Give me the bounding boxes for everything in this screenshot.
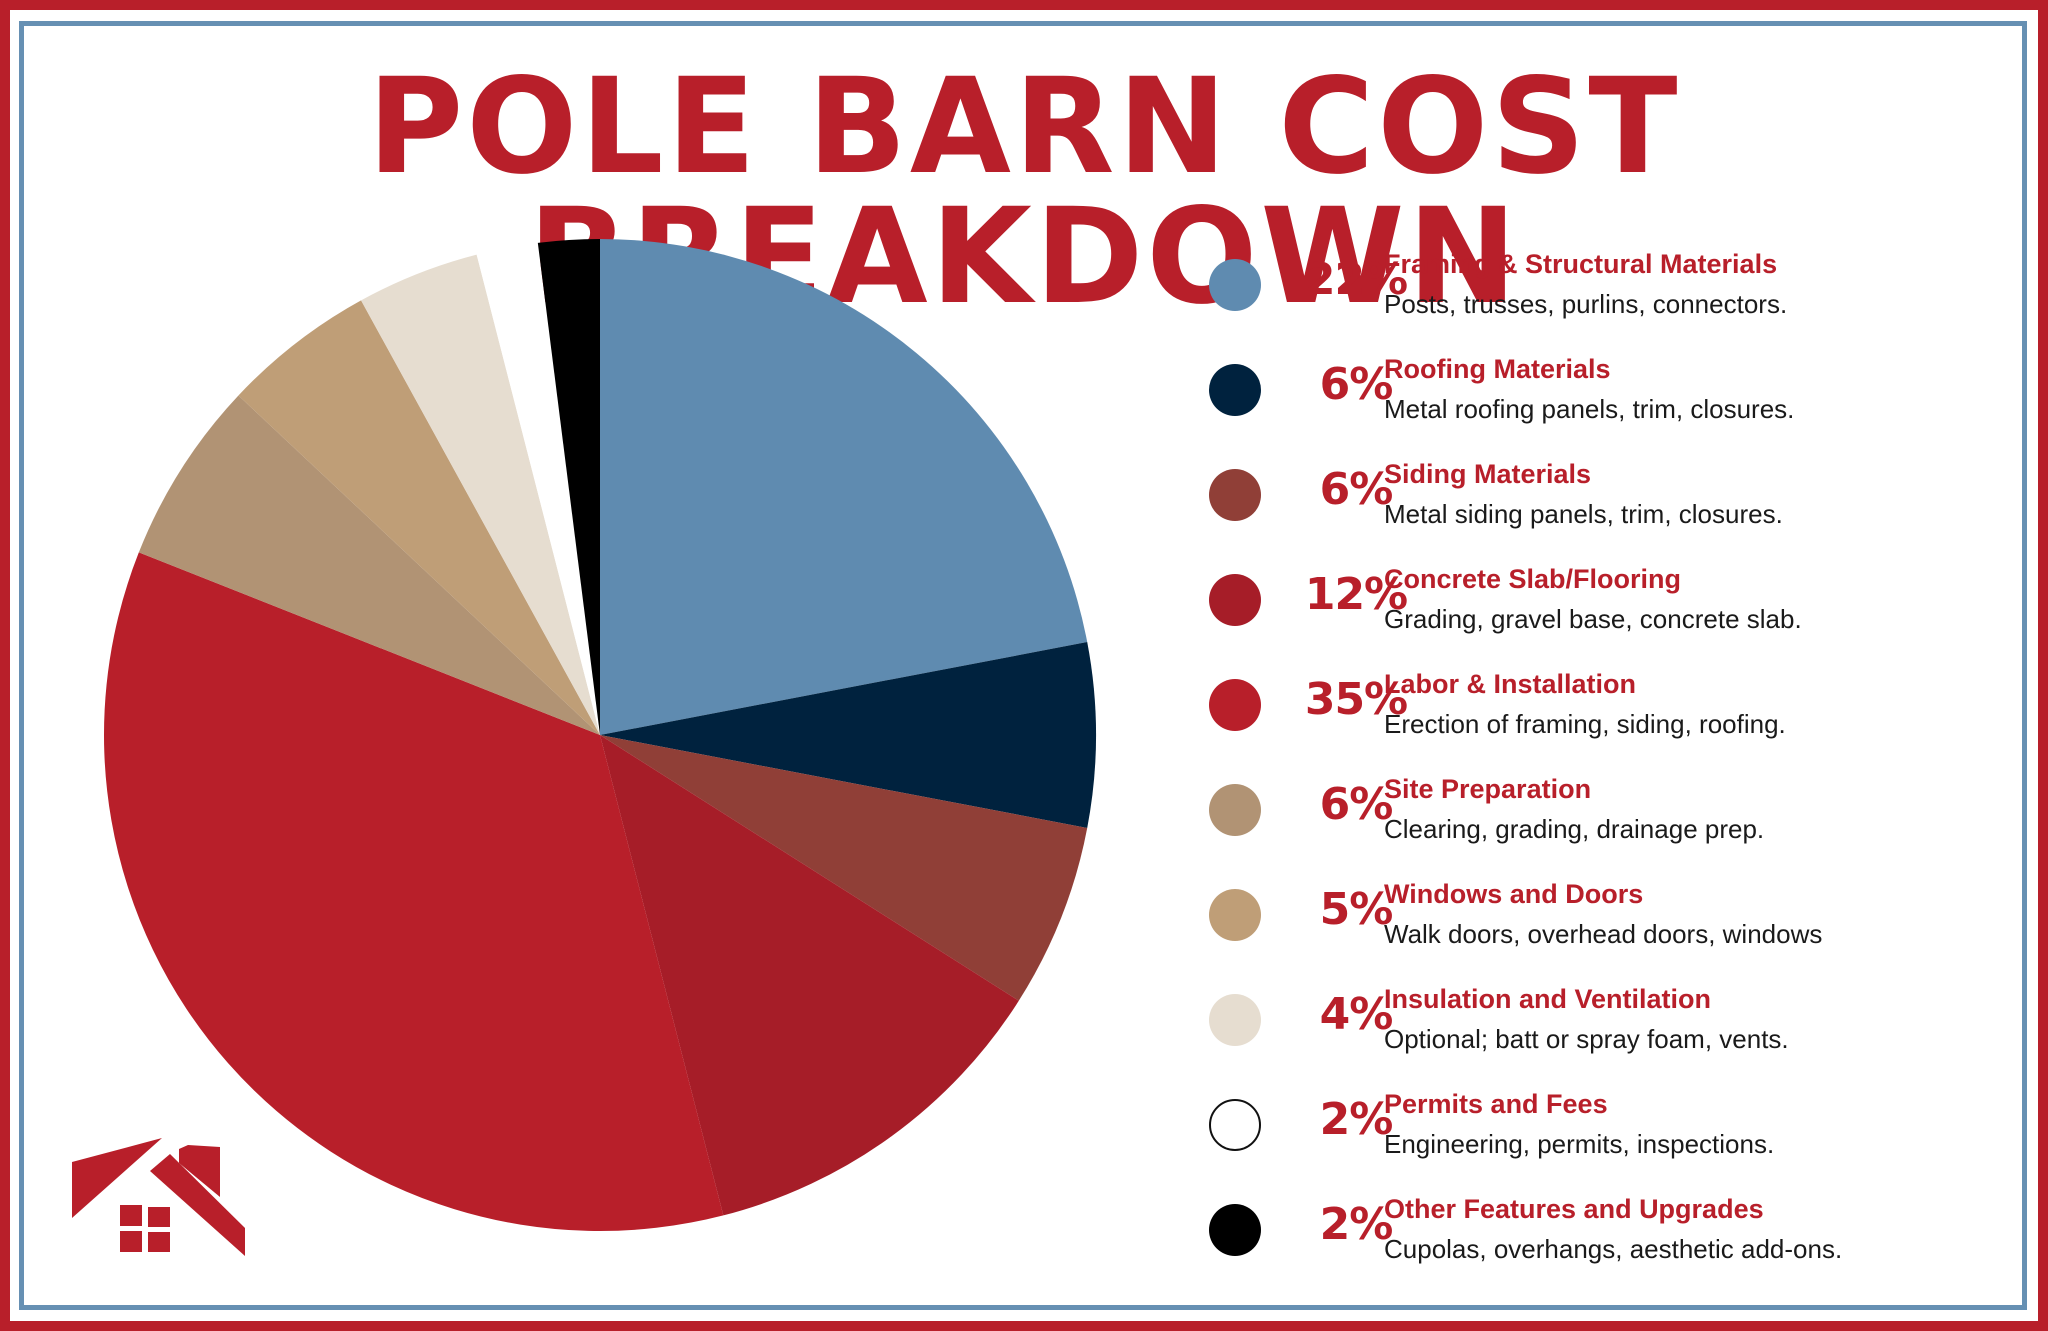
legend-label: Labor & Installation xyxy=(1384,669,1637,699)
legend-percentage: 2% xyxy=(1319,1199,1394,1250)
legend-description: Grading, gravel base, concrete slab. xyxy=(1384,604,1802,634)
legend-label: Insulation and Ventilation xyxy=(1384,984,1712,1014)
legend-percentage: 6% xyxy=(1319,359,1394,410)
legend-label: Site Preparation xyxy=(1384,774,1592,804)
color-swatch-icon xyxy=(1209,994,1261,1046)
legend-percentage: 6% xyxy=(1319,779,1394,830)
color-swatch-icon xyxy=(1209,1204,1261,1256)
legend-description: Metal siding panels, trim, closures. xyxy=(1384,499,1783,529)
pie-slice xyxy=(600,735,1019,1216)
legend-label: Windows and Doors xyxy=(1384,879,1644,909)
legend-description: Metal roofing panels, trim, closures. xyxy=(1384,394,1795,424)
legend-percentage: 2% xyxy=(1319,1094,1394,1145)
legend-description: Posts, trusses, purlins, connectors. xyxy=(1384,289,1788,319)
legend-label: Roofing Materials xyxy=(1384,354,1611,384)
legend-description: Cupolas, overhangs, aesthetic add-ons. xyxy=(1384,1234,1843,1264)
inner-blue-border xyxy=(19,21,2027,1310)
house-roof-logo-icon xyxy=(72,1138,245,1256)
legend-item: 2% Permits and Fees Engineering, permits, … xyxy=(1200,1088,2020,1193)
legend-label: Concrete Slab/Flooring xyxy=(1384,564,1682,594)
legend-description: Erection of framing, siding, roofing. xyxy=(1384,709,1786,739)
legend-item: 22% Framing & Structural Materials Posts, … xyxy=(1200,248,2020,353)
legend-item: 5% Windows and Doors Walk doors, overhead … xyxy=(1200,878,2020,983)
pie-slice xyxy=(238,300,600,735)
color-swatch-icon xyxy=(1209,679,1261,731)
legend-percentage: 4% xyxy=(1319,989,1394,1040)
legend-label: Siding Materials xyxy=(1384,459,1592,489)
pie-chart xyxy=(103,239,1096,1232)
legend-percentage: 35% xyxy=(1304,674,1408,725)
legend-description: Clearing, grading, drainage prep. xyxy=(1384,814,1765,844)
legend-item: 2% Other Features and Upgrades Cupolas, ov… xyxy=(1200,1193,2020,1298)
color-swatch-icon xyxy=(1209,259,1261,311)
legend-label: Framing & Structural Materials xyxy=(1384,249,1778,279)
color-swatch-icon xyxy=(1209,889,1261,941)
legend-label: Permits and Fees xyxy=(1384,1089,1608,1119)
color-swatch-icon xyxy=(1209,469,1261,521)
legend-item: 6% Roofing Materials Metal roofing panels,… xyxy=(1200,353,2020,458)
legend: 22% Framing & Structural Materials Posts, … xyxy=(1200,248,2020,1298)
legend-item: 6% Site Preparation Clearing, grading, dra… xyxy=(1200,773,2020,878)
legend-label: Other Features and Upgrades xyxy=(1384,1194,1764,1224)
legend-percentage: 12% xyxy=(1304,569,1408,620)
pie-slice xyxy=(361,254,600,735)
pie-slice xyxy=(476,242,600,735)
legend-item: 35% Labor & Installation Erection of frami… xyxy=(1200,668,2020,773)
color-swatch-icon xyxy=(1209,364,1261,416)
legend-description: Optional; batt or spray foam, vents. xyxy=(1384,1024,1789,1054)
pie-slice xyxy=(600,735,1088,1001)
pie-slice xyxy=(537,239,600,735)
legend-item: 12% Concrete Slab/Flooring Grading, gravel… xyxy=(1200,563,2020,668)
legend-item: 4% Insulation and Ventilation Optional; ba… xyxy=(1200,983,2020,1088)
legend-percentage: 5% xyxy=(1319,884,1394,935)
legend-item: 6% Siding Materials Metal siding panels, t… xyxy=(1200,458,2020,563)
pie-slice xyxy=(600,642,1096,828)
pie-slice xyxy=(103,552,724,1232)
color-swatch-icon xyxy=(1209,1099,1261,1151)
legend-percentage: 6% xyxy=(1319,464,1394,515)
pie-slice xyxy=(600,239,1088,735)
color-swatch-icon xyxy=(1209,784,1261,836)
legend-description: Engineering, permits, inspections. xyxy=(1384,1129,1775,1159)
color-swatch-icon xyxy=(1209,574,1261,626)
legend-description: Walk doors, overhead doors, windows xyxy=(1384,919,1823,949)
legend-percentage: 22% xyxy=(1304,254,1408,305)
pie-slice xyxy=(138,395,600,735)
